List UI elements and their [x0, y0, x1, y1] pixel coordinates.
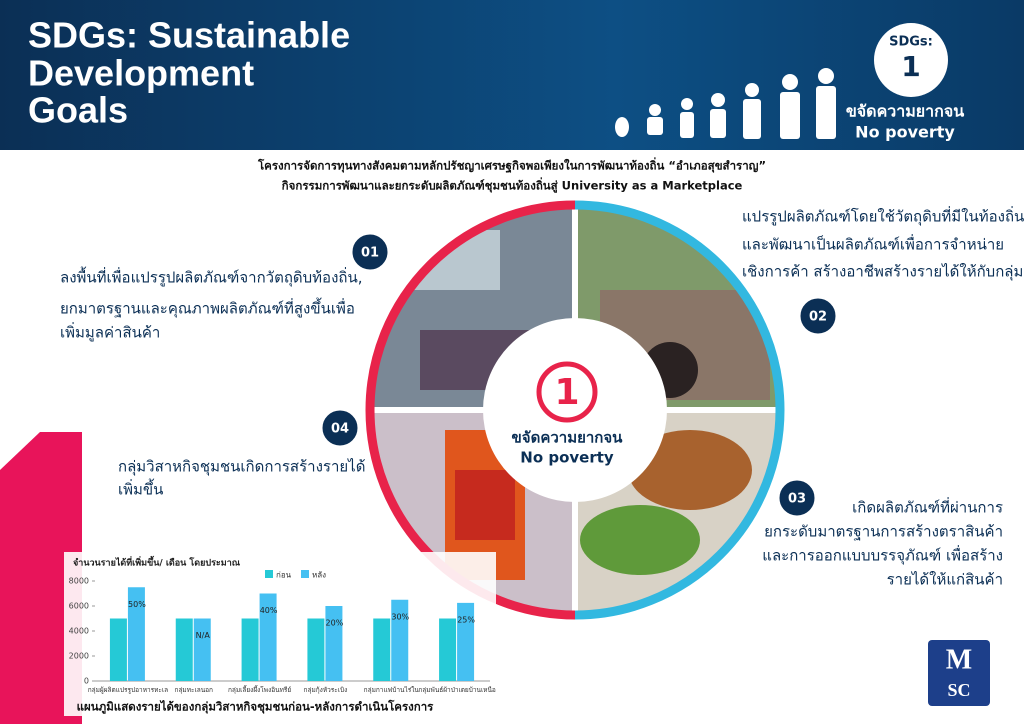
sdg-badge: [874, 23, 948, 97]
step-text: และการออกแบบบรรจุภัณฑ์ เพื่อสร้าง: [762, 545, 1003, 566]
step-text: ลงพื้นที่เพื่อแปรรูปผลิตภัณฑ์จากวัตถุดิบ…: [60, 267, 363, 288]
step-number: 01: [361, 246, 379, 261]
y-tick-label: 0: [84, 677, 89, 686]
y-tick-label: 4000: [69, 627, 89, 636]
legend-swatch: [301, 570, 309, 578]
y-tick-label: 8000: [69, 577, 89, 586]
step-number: 03: [788, 492, 806, 507]
step-text: และพัฒนาเป็นผลิตภัณฑ์เพื่อการจำหน่าย: [742, 234, 1004, 254]
bar: [241, 618, 259, 681]
step-badge: [349, 231, 391, 273]
bar: [439, 618, 457, 681]
legend-label: หลัง: [312, 571, 326, 580]
bar: [457, 602, 475, 681]
logo-text: SC: [947, 680, 970, 700]
x-axis-label: แผนภูมิแสดงรายได้ของกลุ่มวิสาหกิจชุมชนก่…: [77, 699, 435, 715]
x-tick-label: กลุ่มพันธ์ผ้าป่าเตยบ้านเหนือ: [418, 686, 496, 694]
subtitle: กิจกรรมการพัฒนาและยกระดับผลิตภัณฑ์ชุมชนท…: [282, 177, 743, 194]
step-number: 02: [809, 310, 827, 325]
step-badge: [797, 295, 839, 337]
x-tick-label: กลุ่มกุ้งหัวระเบิง: [304, 686, 348, 694]
header-band: [0, 0, 1024, 150]
badge-number: 1: [901, 50, 920, 83]
step-text: ยกระดับมาตรฐานการสร้างตราสินค้า: [764, 523, 1003, 541]
subtitle: โครงการจัดการทุนทางสังคมตามหลักปรัชญาเศร…: [257, 157, 766, 174]
bar: [127, 587, 145, 681]
step-text: รายได้ให้แก่สินค้า: [887, 571, 1003, 589]
step-text: เชิงการค้า สร้างอาชีพสร้างรายได้ให้กับกล…: [742, 263, 1023, 282]
logo-text: M: [946, 644, 972, 675]
bar: [373, 618, 391, 681]
bar: [259, 593, 277, 681]
y-tick-label: 6000: [69, 602, 89, 611]
bar-annotation: 30%: [391, 612, 409, 621]
bar: [391, 599, 409, 681]
y-tick-label: 2000: [69, 652, 89, 661]
chart-title: จำนวนรายได้ที่เพิ่มขึ้น/ เดือน โดยประมาณ: [73, 556, 241, 569]
badge-label: SDGs:: [889, 35, 933, 50]
goal-thai: ขจัดความยากจน: [846, 102, 964, 121]
title: SDGs: Sustainable: [28, 15, 350, 56]
bar: [193, 618, 211, 681]
legend-label: ก่อน: [276, 571, 292, 580]
bar: [109, 618, 127, 681]
x-tick-label: กลุ่มผู้ผลิตแปรรูปอาหารทะเล: [88, 686, 168, 694]
x-tick-label: กลุ่มกาแฟบ้านไร่ใน: [364, 686, 420, 694]
bar: [325, 606, 343, 681]
bar: [307, 618, 325, 681]
big-one-shape: [0, 432, 82, 724]
bar-annotation: 25%: [457, 615, 475, 624]
bar-annotation: 40%: [260, 606, 278, 615]
center-english: No poverty: [520, 449, 614, 467]
people-icons: [615, 68, 836, 139]
step-text: ยกมาตรฐานและคุณภาพผลิตภัณฑ์ที่สูงขึ้นเพื…: [60, 298, 355, 319]
goal-english: No poverty: [855, 123, 955, 142]
legend-swatch: [265, 570, 273, 578]
step-text: เพิ่มมูลค่าสินค้า: [60, 322, 160, 342]
center-thai: ขจัดความยากจน: [512, 429, 624, 447]
center-number: 1: [554, 372, 579, 413]
step-number: 04: [331, 422, 349, 437]
logo: [928, 640, 990, 706]
bar-annotation: 20%: [326, 619, 344, 628]
step-badge: [776, 477, 818, 519]
title: Development: [28, 53, 254, 94]
step-text: เกิดผลิตภัณฑ์ที่ผ่านการ: [852, 497, 1003, 517]
bar: [175, 618, 193, 681]
step-badge: [319, 407, 361, 449]
step-text: เพิ่มขึ้น: [118, 479, 163, 499]
bar-annotation: 50%: [128, 600, 146, 609]
bar-annotation: N/A: [196, 631, 211, 640]
title: Goals: [28, 90, 128, 131]
x-tick-label: กลุ่มเลี้ยงผึ้งโพงอินทรีย์: [228, 685, 291, 694]
x-tick-label: กลุ่มทะเลนอก: [175, 686, 214, 694]
step-text: แปรรูปผลิตภัณฑ์โดยใช้วัตถุดิบที่มีในท้อง…: [742, 206, 1024, 227]
step-text: กลุ่มวิสาหกิจชุมชนเกิดการสร้างรายได้: [118, 458, 365, 477]
